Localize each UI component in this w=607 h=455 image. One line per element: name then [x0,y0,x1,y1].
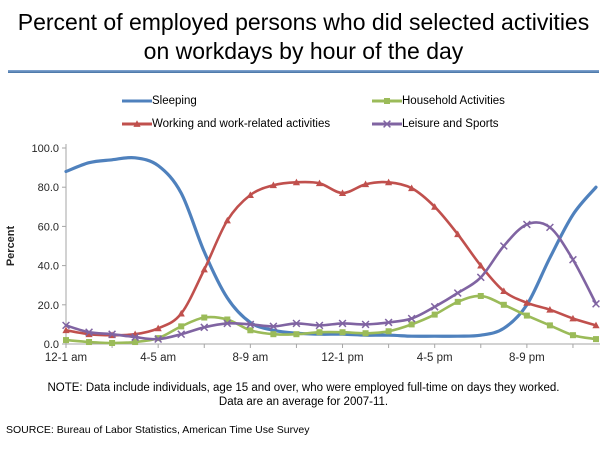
legend-label-working: Working and work-related activities [152,117,331,130]
svg-text:8-9 pm: 8-9 pm [509,352,545,364]
svg-text:0.0: 0.0 [44,339,59,351]
svg-text:20.0: 20.0 [38,299,59,311]
chart-area: 0.0 20.0 40.0 60.0 80.0 100.0 Percent 12-1 am 4-… [0,138,607,375]
chart-legend: Sleeping Household Activities Working an… [122,95,607,130]
svg-text:Percent: Percent [5,225,17,266]
svg-text:80.0: 80.0 [38,182,59,194]
svg-text:8-9 am: 8-9 am [232,352,268,364]
household-line-swatch-icon [372,95,402,107]
legend-item-household: Household Activities [372,95,607,107]
svg-text:12-1 pm: 12-1 pm [321,352,363,364]
title-underline [8,69,599,73]
legend-label-sleeping: Sleeping [152,94,197,107]
source-text: SOURCE: Bureau of Labor Statistics, Amer… [6,424,310,437]
legend-item-sleeping: Sleeping [122,95,372,107]
svg-text:60.0: 60.0 [38,221,59,233]
legend-item-leisure: Leisure and Sports [372,118,607,130]
y-axis: 0.0 20.0 40.0 60.0 80.0 100.0 [31,143,66,351]
svg-text:40.0: 40.0 [38,260,59,272]
chart-note: NOTE: Data include individuals, age 15 a… [0,381,607,411]
line-chart: 0.0 20.0 40.0 60.0 80.0 100.0 Percent 12-1 am 4-… [5,143,600,364]
series-leisure-and-sports [62,220,600,343]
legend-label-leisure: Leisure and Sports [402,117,499,130]
legend-label-household: Household Activities [402,94,505,107]
axes [65,143,600,344]
svg-text:100.0: 100.0 [31,143,59,155]
legend-item-working: Working and work-related activities [122,118,372,130]
svg-text:4-5 am: 4-5 am [140,352,176,364]
x-axis: 12-1 am 4-5 am 8-9 am 12-1 pm 4-5 pm 8-9 pm [45,343,574,364]
svg-text:12-1 am: 12-1 am [45,352,87,364]
series-sleeping [64,155,598,338]
leisure-line-swatch-icon [372,118,402,130]
page-title: Percent of employed persons who did sele… [17,9,590,64]
note-line-1: NOTE: Data include individuals, age 15 a… [47,381,560,394]
sleeping-line-swatch-icon [122,95,152,107]
series-working-and-work-related-activities [62,178,600,338]
note-line-2: Data are an average for 2007-11. [218,396,389,409]
working-line-swatch-icon [122,118,152,130]
svg-text:4-5 pm: 4-5 pm [417,352,453,364]
